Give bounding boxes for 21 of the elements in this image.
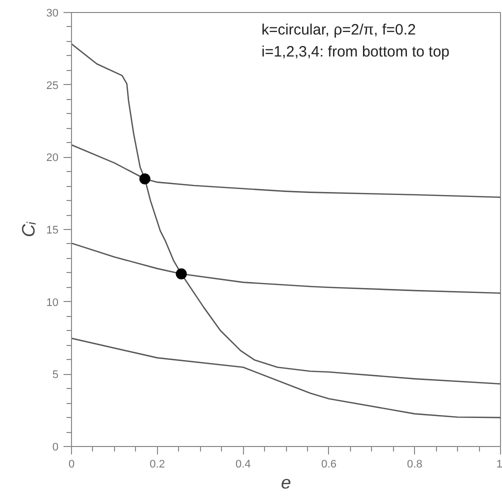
x-tick-label: 0.6 [321, 458, 337, 470]
y-tick-label: 10 [46, 296, 59, 309]
y-tick-label: 15 [46, 224, 59, 236]
x-tick-label: 0.2 [150, 458, 165, 470]
y-tick-label: 5 [52, 369, 59, 382]
line-series [72, 43, 500, 198]
y-tick-label: 25 [46, 80, 59, 92]
y-tick-label: 20 [46, 152, 59, 164]
y-tick-label: 30 [46, 8, 59, 20]
line-series [72, 338, 500, 418]
x-tick-label: 0 [68, 458, 75, 470]
line-series [72, 144, 500, 294]
x-axis-title: e [280, 472, 292, 492]
line-series [72, 242, 500, 385]
y-axis-title: Cᵢ [18, 221, 38, 238]
x-tick-label: 1 [496, 458, 502, 470]
annotation: k=circular, ρ=2/π, f=0.2 [262, 22, 416, 38]
annotation: i=1,2,3,4: from bottom to top [262, 44, 450, 60]
x-tick-label: 0.8 [407, 458, 422, 470]
y-tick-label: 0 [52, 442, 59, 454]
x-tick-label: 0.4 [235, 458, 251, 470]
